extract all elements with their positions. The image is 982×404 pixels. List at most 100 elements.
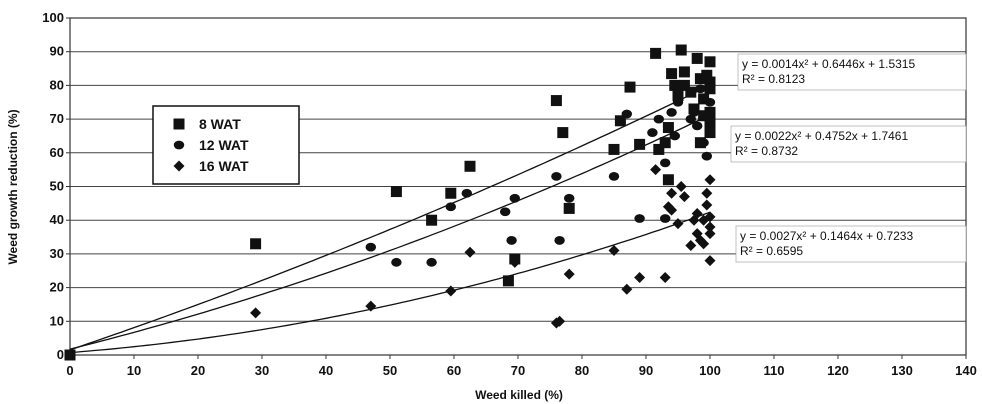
y-tick-label: 20 [50, 280, 64, 295]
y-tick-label: 80 [50, 77, 64, 92]
point-8-wat [662, 122, 674, 134]
point-16-wat [704, 174, 716, 186]
point-12-wat [554, 236, 565, 245]
point-8-wat [550, 95, 562, 107]
point-12-wat [608, 171, 620, 181]
point-8-wat [704, 106, 716, 118]
point-16-wat [704, 211, 716, 223]
point-12-wat [499, 207, 511, 217]
point-12-wat [695, 84, 706, 94]
point-16-wat [701, 199, 713, 211]
x-tick-label: 70 [511, 363, 525, 378]
point-12-wat [685, 114, 697, 124]
point-16-wat [678, 191, 690, 203]
point-8-wat [675, 44, 687, 56]
point-12-wat [634, 214, 645, 223]
point-12-wat [659, 214, 671, 223]
x-tick-label: 60 [447, 363, 461, 378]
point-8-wat [704, 76, 716, 88]
point-16-wat [563, 268, 575, 280]
y-tick-label: 90 [50, 44, 64, 59]
legend: 8 WAT 12 WAT 16 WAT [152, 105, 300, 185]
legend-marker-12-wat [173, 140, 185, 150]
point-8-wat [669, 79, 681, 91]
point-8-wat [250, 238, 262, 250]
x-tick-label: 140 [955, 363, 977, 378]
point-12-wat [666, 107, 677, 117]
point-12-wat [691, 121, 703, 131]
y-axis-title: Weed growth reduction (%) [6, 109, 20, 264]
point-8-wat [653, 143, 665, 155]
x-tick-label: 10 [127, 363, 141, 378]
point-12-wat [461, 188, 473, 198]
point-12-wat [701, 151, 713, 161]
point-16-wat [672, 218, 684, 230]
x-axis-title: Weed killed (%) [475, 388, 563, 402]
point-12-wat [704, 114, 716, 124]
point-12-wat [698, 138, 709, 148]
point-8-wat [426, 214, 438, 226]
point-16-wat [704, 228, 716, 240]
point-16-wat [64, 349, 76, 361]
trendline-r2: R² = 0.8123 [742, 72, 805, 86]
point-16-wat [608, 245, 620, 257]
point-8-wat [691, 52, 703, 64]
point-12-wat [563, 193, 575, 203]
legend-marker-8-wat [173, 118, 185, 130]
point-16-wat [698, 238, 710, 250]
x-axis-ticks: 0 10 20 30 40 50 60 70 80 90 100 110 120 130 140 [66, 355, 977, 378]
point-16-wat [666, 204, 678, 216]
point-8-wat [704, 127, 716, 139]
legend-label: 8 WAT [199, 116, 241, 132]
point-16-wat [250, 307, 262, 319]
point-12-wat [426, 257, 437, 267]
equation-box [730, 125, 967, 163]
gridlines [70, 51, 966, 322]
x-tick-label: 90 [639, 363, 653, 378]
point-8-wat [678, 66, 690, 78]
y-tick-label: 100 [42, 10, 64, 25]
point-12-wat [669, 131, 681, 141]
point-8-wat [704, 83, 716, 95]
point-12-wat [653, 114, 665, 124]
point-8-wat [666, 68, 678, 80]
point-16-wat [691, 207, 703, 219]
y-tick-label: 70 [50, 111, 64, 126]
x-tick-label: 20 [191, 363, 205, 378]
point-12-wat [391, 257, 402, 267]
x-tick-label: 80 [575, 363, 589, 378]
legend-marker-16-wat [173, 160, 185, 172]
point-8-wat [672, 90, 684, 102]
trendlines [69, 84, 711, 354]
point-8-wat [650, 47, 662, 59]
point-12-wat [506, 236, 517, 245]
point-12-wat [659, 158, 671, 168]
point-8-wat [563, 202, 575, 214]
point-8-wat [634, 138, 646, 150]
point-16-wat [445, 285, 457, 297]
point-8-wat [390, 186, 402, 198]
legend-label: 12 WAT [199, 137, 249, 153]
point-8-wat [614, 115, 626, 127]
x-tick-label: 50 [383, 363, 397, 378]
point-16-wat [621, 283, 633, 295]
trendline-12-wat [69, 114, 711, 350]
y-tick-label: 50 [50, 179, 64, 194]
point-8-wat [608, 143, 620, 155]
y-tick-label: 30 [50, 246, 64, 261]
point-12-wat [704, 97, 716, 107]
point-8-wat [685, 86, 697, 98]
point-8-wat [659, 137, 671, 149]
trendline-r2: R² = 0.6595 [740, 244, 803, 258]
point-12-wat [672, 97, 684, 107]
point-16-wat [704, 221, 716, 233]
point-12-wat [688, 107, 700, 117]
point-8-wat [704, 56, 716, 68]
point-8-wat [624, 81, 636, 93]
trendline-16-wat [69, 211, 711, 354]
point-16-wat [704, 255, 716, 267]
y-axis-ticks: 0 10 20 30 40 50 60 70 80 90 100 [42, 10, 70, 362]
point-8-wat [464, 160, 476, 172]
